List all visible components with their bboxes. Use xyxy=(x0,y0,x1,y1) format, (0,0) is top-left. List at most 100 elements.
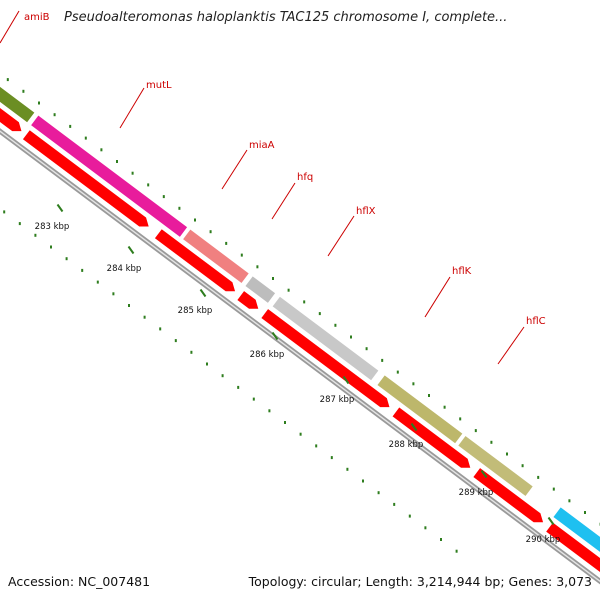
gene-label-amib: amiB xyxy=(24,12,50,23)
kbp-tick-label: 285 kbp xyxy=(178,306,213,316)
cds-arrow-7 xyxy=(472,466,545,524)
gene-block-amib xyxy=(0,85,36,124)
kbp-tick-mark xyxy=(480,469,488,479)
accession-text: Accession: NC_007481 xyxy=(8,574,151,589)
minor-tick-lower xyxy=(96,280,99,284)
minor-tick-lower xyxy=(315,444,318,448)
minor-tick-upper xyxy=(568,499,571,503)
minor-tick-upper xyxy=(225,241,228,245)
gene-block-unlabeled xyxy=(552,506,600,554)
minor-tick-lower xyxy=(424,526,427,530)
minor-tick-lower xyxy=(190,350,193,354)
kbp-tick-label: 290 kbp xyxy=(526,535,561,545)
gene-block-hflc xyxy=(456,434,535,498)
minor-tick-upper xyxy=(318,312,321,316)
minor-tick-lower xyxy=(440,538,442,541)
kbp-tick-label: 289 kbp xyxy=(459,488,494,498)
gene-label-leader-hflx xyxy=(327,215,355,257)
gene-label-leader-hflc xyxy=(497,326,525,365)
minor-tick-lower xyxy=(206,362,208,366)
minor-tick-upper xyxy=(240,253,243,257)
minor-tick-upper xyxy=(131,171,134,175)
minor-tick-upper xyxy=(38,101,40,105)
cds-arrow-2 xyxy=(21,129,150,228)
minor-tick-upper xyxy=(209,230,212,234)
minor-tick-lower xyxy=(34,233,37,237)
minor-tick-upper xyxy=(521,464,524,468)
minor-tick-upper xyxy=(490,440,493,444)
gene-label-leader-miaa xyxy=(221,149,248,190)
minor-tick-lower xyxy=(174,339,177,343)
gene-label-leader-hflk xyxy=(424,276,451,318)
minor-tick-upper xyxy=(53,113,56,117)
minor-tick-upper xyxy=(116,160,118,163)
kbp-tick-mark xyxy=(127,245,135,255)
minor-tick-lower xyxy=(65,257,68,261)
cds-arrow-8 xyxy=(545,521,600,574)
minor-tick-upper xyxy=(334,323,337,327)
minor-tick-upper xyxy=(428,394,430,397)
minor-tick-upper xyxy=(287,288,290,292)
gene-block-hflx xyxy=(271,295,380,382)
kbp-ticks: 283 kbp 284 kbp 285 kbp 286 kbp 287 kbp 288 k… xyxy=(35,203,561,545)
minor-tick-lower xyxy=(284,421,286,424)
minor-tick-lower xyxy=(408,514,411,518)
minor-tick-upper xyxy=(506,452,508,456)
gene-track xyxy=(0,85,600,554)
minor-tick-upper xyxy=(84,136,87,140)
minor-tick-upper xyxy=(584,511,586,514)
kbp-tick-label: 287 kbp xyxy=(320,395,355,405)
minor-tick-lower xyxy=(346,467,349,471)
minor-tick-lower xyxy=(112,292,115,296)
minor-tick-upper xyxy=(381,358,384,362)
cds-arrow-4 xyxy=(236,289,260,310)
minor-tick-lower xyxy=(362,479,364,483)
gene-label-hflc: hflC xyxy=(526,316,546,327)
gene-labels: amiB mutL miaA hfq hflX hflK hflC xyxy=(0,10,546,365)
minor-tick-lower xyxy=(18,222,21,226)
minor-tick-upper xyxy=(474,429,477,433)
minor-tick-lower xyxy=(330,456,333,460)
gene-label-hflk: hflK xyxy=(452,266,472,277)
kbp-tick-mark xyxy=(410,422,418,432)
kbp-tick-label: 288 kbp xyxy=(389,440,424,450)
minor-tick-marks xyxy=(3,78,600,553)
gene-block-miaa xyxy=(181,228,251,285)
gene-label-leader-hfq xyxy=(271,182,296,220)
minor-tick-upper xyxy=(272,277,274,280)
minor-tick-upper xyxy=(365,347,368,351)
kbp-tick-mark xyxy=(56,203,64,213)
kbp-tick-label: 284 kbp xyxy=(107,264,142,274)
minor-tick-upper xyxy=(147,183,150,187)
cds-arrow-1 xyxy=(0,107,23,132)
minor-tick-lower xyxy=(143,315,146,319)
cds-arrow-3 xyxy=(153,228,237,293)
gene-block-mutl xyxy=(29,114,189,239)
gene-label-hfq: hfq xyxy=(297,172,313,183)
minor-tick-lower xyxy=(81,268,84,272)
gene-block-hfq xyxy=(244,275,277,305)
minor-tick-upper xyxy=(396,370,399,374)
gene-label-miaa: miaA xyxy=(249,140,275,151)
minor-tick-upper xyxy=(100,148,103,152)
minor-tick-upper xyxy=(162,195,165,199)
gene-label-hflx: hflX xyxy=(356,206,376,217)
minor-tick-lower xyxy=(237,385,240,389)
minor-tick-lower xyxy=(377,491,380,495)
gene-label-mutl: mutL xyxy=(146,80,172,91)
genome-backbone xyxy=(0,128,600,585)
backbone-highlight xyxy=(0,130,600,583)
map-title: Pseudoalteromonas haloplanktis TAC125 ch… xyxy=(64,10,508,25)
minor-tick-upper xyxy=(350,335,352,339)
kbp-tick-mark xyxy=(342,375,350,385)
minor-tick-upper xyxy=(256,265,259,269)
minor-tick-lower xyxy=(221,374,224,378)
minor-tick-upper xyxy=(69,124,72,128)
gene-block-hflk xyxy=(376,374,464,445)
minor-tick-lower xyxy=(159,327,162,331)
minor-tick-lower xyxy=(50,245,52,249)
cds-arrow-5 xyxy=(260,307,391,408)
minor-tick-upper xyxy=(194,218,196,222)
cds-arrow-6 xyxy=(391,406,472,469)
